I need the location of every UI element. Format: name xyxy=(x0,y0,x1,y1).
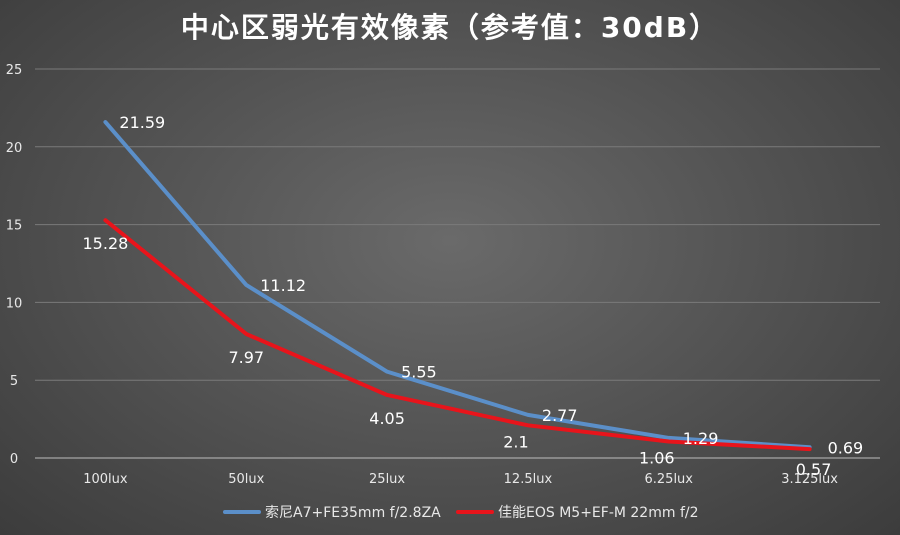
data-point xyxy=(103,120,107,124)
data-point xyxy=(385,370,389,374)
data-label: 0.69 xyxy=(828,438,864,457)
data-label: 2.1 xyxy=(503,432,528,451)
legend-label: 索尼A7+FE35mm f/2.8ZA xyxy=(265,504,441,521)
data-label: 21.59 xyxy=(119,113,165,132)
series-line-sony xyxy=(103,120,812,450)
y-tick-label: 5 xyxy=(10,374,18,389)
data-point xyxy=(526,423,530,427)
series-lines xyxy=(103,120,812,452)
data-label: 1.06 xyxy=(639,449,675,468)
data-label: 2.77 xyxy=(542,406,578,425)
grid-lines xyxy=(35,68,880,381)
x-tick-label: 12.5lux xyxy=(504,472,553,487)
data-point xyxy=(103,218,107,222)
data-point xyxy=(526,413,530,417)
chart-title: 中心区弱光有效像素（参考值：30dB） xyxy=(180,11,720,44)
y-tick-label: 20 xyxy=(6,141,23,156)
data-point xyxy=(385,393,389,397)
x-tick-label: 25lux xyxy=(369,472,405,487)
data-point xyxy=(808,447,812,451)
y-tick-label: 10 xyxy=(6,296,23,311)
y-tick-label: 0 xyxy=(10,452,18,467)
y-tick-label: 25 xyxy=(6,63,23,78)
series-line-canon xyxy=(103,218,812,452)
axes: 0 5 10 15 20 25 100lux 50lux 25lux 12.5lux 6.25lux… xyxy=(6,63,880,487)
data-point xyxy=(244,332,248,336)
data-label: 1.29 xyxy=(683,429,719,448)
x-tick-label: 3.125lux xyxy=(781,472,838,487)
data-label: 11.12 xyxy=(260,276,306,295)
data-label: 5.55 xyxy=(401,363,437,382)
data-point xyxy=(667,440,671,444)
x-tick-label: 50lux xyxy=(228,472,264,487)
data-label: 7.97 xyxy=(228,348,264,367)
data-label: 15.28 xyxy=(83,234,129,253)
legend-label: 佳能EOS M5+EF-M 22mm f/2 xyxy=(498,505,699,521)
legend: 索尼A7+FE35mm f/2.8ZA 佳能EOS M5+EF-M 22mm f/… xyxy=(223,504,699,521)
x-tick-label: 6.25lux xyxy=(645,472,694,487)
data-point xyxy=(244,283,248,287)
data-label: 4.05 xyxy=(369,409,405,428)
data-label: 0.57 xyxy=(796,460,832,479)
data-labels: 21.59 11.12 5.55 2.77 1.29 0.69 15.28 7.97 4.05 2… xyxy=(83,113,864,479)
data-point xyxy=(667,436,671,440)
x-tick-label: 100lux xyxy=(83,472,128,487)
y-tick-label: 15 xyxy=(6,219,23,234)
